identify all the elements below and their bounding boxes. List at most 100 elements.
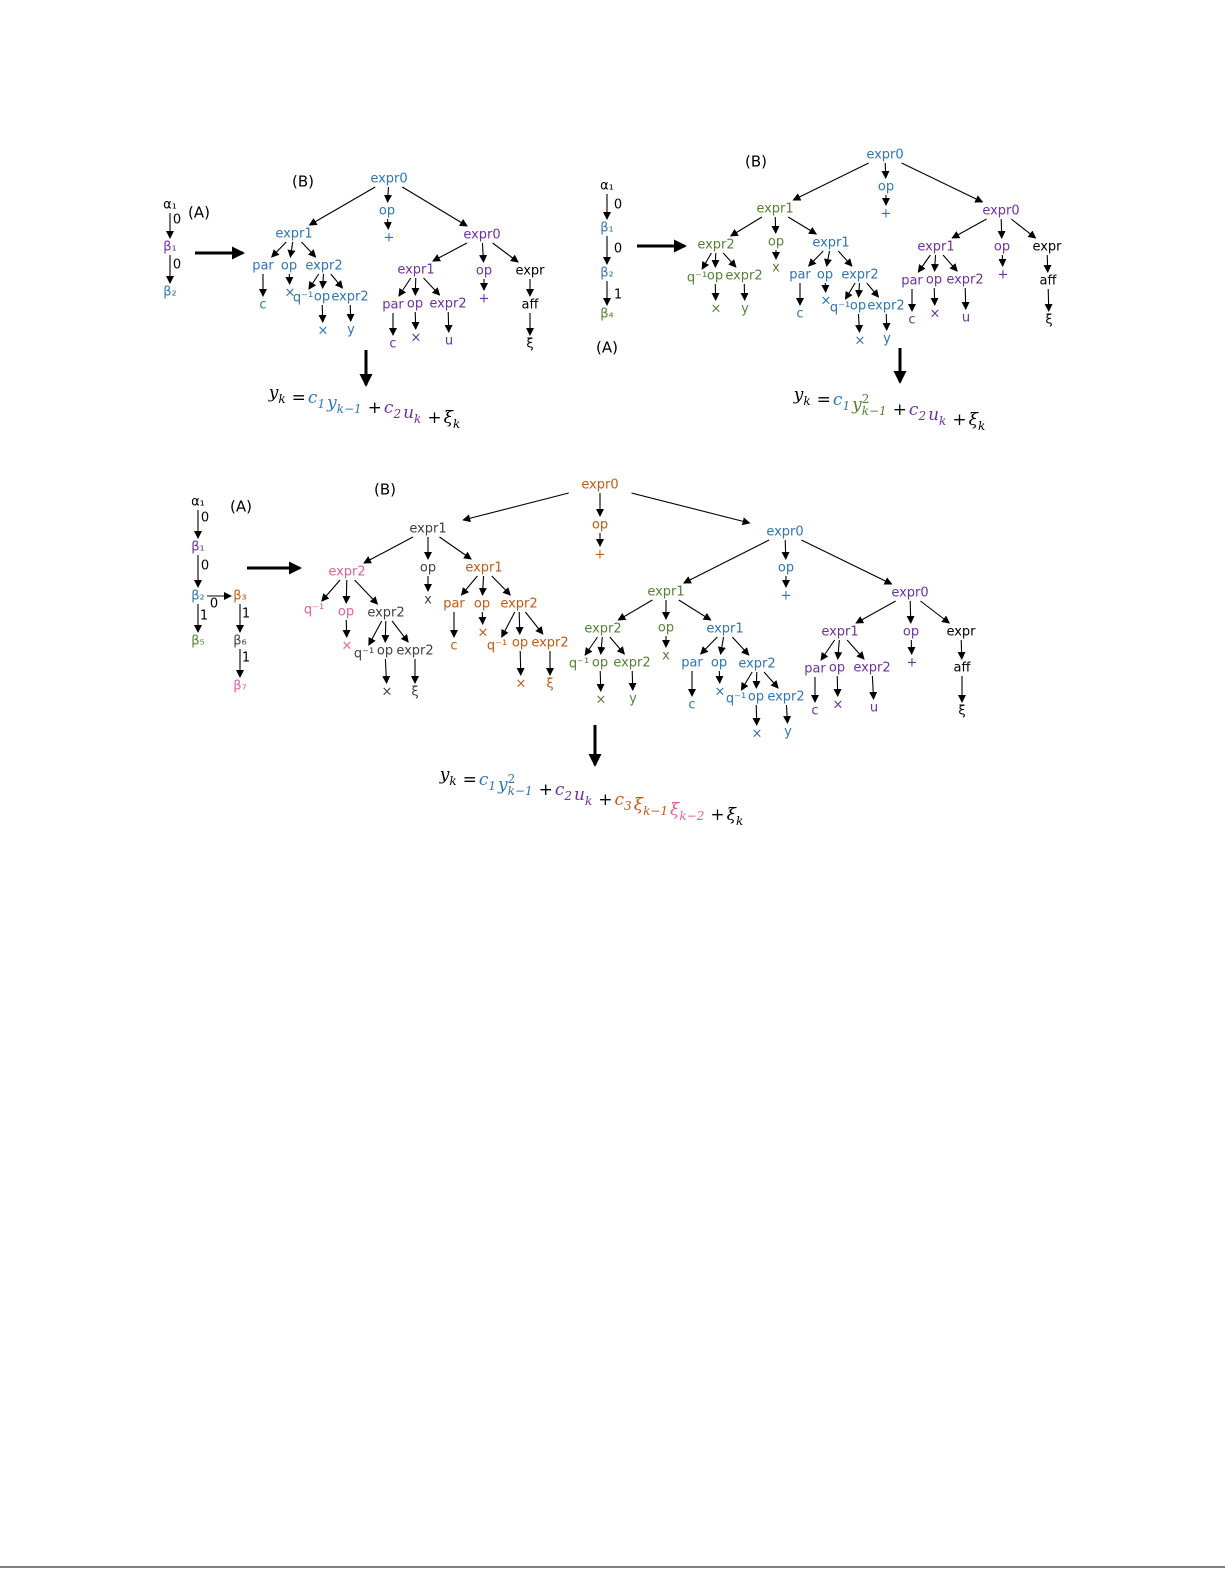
tree-node: x	[424, 593, 432, 608]
edge-arrow	[411, 277, 420, 296]
edge-arrow	[866, 282, 880, 298]
edge-arrow	[717, 636, 726, 655]
panel-label-b: (B)	[292, 173, 314, 191]
tree-node: +	[998, 268, 1009, 283]
tree-node: par	[443, 597, 465, 612]
tree-node: expr2	[946, 273, 983, 288]
edge-arrow	[384, 186, 392, 203]
chain-edge-label: 1	[242, 607, 250, 622]
edge-arrow	[855, 282, 864, 298]
tree-node: par	[681, 656, 703, 671]
chain-node: α₁	[163, 198, 177, 213]
tree-node: par	[382, 298, 404, 313]
tree-node: par	[252, 259, 274, 274]
edge-arrow	[844, 282, 856, 300]
tree-node: q⁻¹	[354, 647, 374, 662]
tree-node: x	[662, 649, 670, 664]
chain-edge-label: 0	[173, 213, 181, 228]
tree-node: expr2	[367, 606, 404, 621]
equation-term: =	[292, 388, 306, 408]
edge-arrow	[763, 671, 779, 689]
edge-arrow	[287, 241, 296, 258]
panel-label-b: (B)	[374, 481, 396, 499]
chain-edge-label: 0	[173, 258, 181, 273]
tree-node: ×	[821, 294, 832, 309]
chain-edge-label: 0	[614, 198, 622, 213]
equation-subscript: k−1	[337, 402, 362, 416]
tree-node: q⁻¹	[687, 271, 707, 286]
tree-node: x	[772, 261, 780, 276]
edge-arrow	[951, 218, 987, 239]
tree-node: op	[778, 561, 794, 576]
equation-term: ξ	[727, 805, 738, 825]
edge-arrow	[901, 162, 984, 203]
edge-arrow	[321, 579, 341, 602]
edge-arrow	[682, 539, 770, 584]
tree-node: op	[314, 290, 330, 305]
edge-arrow	[930, 287, 939, 306]
chain-node: β₄	[600, 307, 614, 322]
tree-node: q⁻¹	[726, 692, 746, 707]
edge-arrow	[631, 492, 751, 526]
tree-node: expr2	[738, 657, 775, 672]
edge-arrow	[617, 599, 653, 621]
equation-term: =	[463, 770, 477, 790]
equation-subscript: k−2	[679, 809, 704, 823]
equation-superscript: 2	[508, 772, 516, 786]
equation-term: +	[427, 408, 441, 428]
tree-node: ×	[411, 331, 422, 346]
equation-term: c	[479, 770, 489, 790]
chain-node: β₃	[233, 589, 247, 604]
tree-node: ×	[342, 639, 353, 654]
edge-arrow	[783, 704, 792, 724]
equation-term: +	[539, 780, 553, 800]
tree-node: expr0	[766, 525, 803, 540]
equation-term: u	[403, 403, 414, 423]
tree-node: ×	[318, 324, 329, 339]
tree-node: op	[512, 636, 528, 651]
tree-node: ×	[752, 727, 763, 742]
equation-subscript: 2	[392, 407, 401, 421]
tree-node: ξ	[546, 677, 553, 692]
edge-arrow	[301, 241, 317, 258]
equation-term: c	[833, 390, 843, 410]
tree-node: q⁻¹	[304, 603, 324, 618]
tree-node: +	[907, 656, 918, 671]
equation-subscript: 1	[842, 399, 850, 413]
edge-arrow	[479, 242, 488, 263]
edge-arrow	[478, 575, 487, 596]
edge-arrow	[787, 216, 818, 235]
edge-arrow	[354, 579, 379, 605]
equation-subscript: 2	[563, 789, 572, 803]
equation-term: +	[368, 398, 382, 418]
tree-node: expr2	[305, 259, 342, 274]
edge-arrow	[342, 619, 351, 638]
tree-node: expr1	[706, 622, 743, 637]
equation: yk = c1 y2 k−1 + c2 uk + ξk	[793, 385, 985, 433]
tree-node: y	[883, 332, 891, 347]
tree-node: expr0	[463, 228, 500, 243]
tree-node: expr1	[917, 240, 954, 255]
chain-node: β₂	[600, 266, 614, 281]
tree-node: y	[784, 725, 792, 740]
tree-node: expr1	[465, 561, 502, 576]
edge-arrow	[961, 287, 970, 310]
tree-node: expr0	[866, 148, 903, 163]
tree-node: expr1	[756, 202, 793, 217]
chain-edge-label: 1	[242, 651, 250, 666]
tree-node: op	[903, 625, 919, 640]
equation-subscript: k	[449, 774, 456, 788]
tree-node: expr	[1032, 240, 1062, 255]
chain-node: β₁	[163, 240, 177, 255]
edge-arrow	[834, 639, 843, 660]
equation-term: ξ	[444, 408, 455, 428]
edge-arrow	[997, 218, 1006, 239]
edge-arrow	[439, 536, 472, 560]
tree-node: y	[741, 302, 749, 317]
equation-term: u	[928, 405, 939, 425]
equation-term: c	[615, 790, 625, 810]
edge-arrow	[740, 671, 753, 691]
equation-term: y	[268, 383, 279, 403]
tree-node: op	[407, 297, 423, 312]
tree-node: expr2	[584, 622, 621, 637]
